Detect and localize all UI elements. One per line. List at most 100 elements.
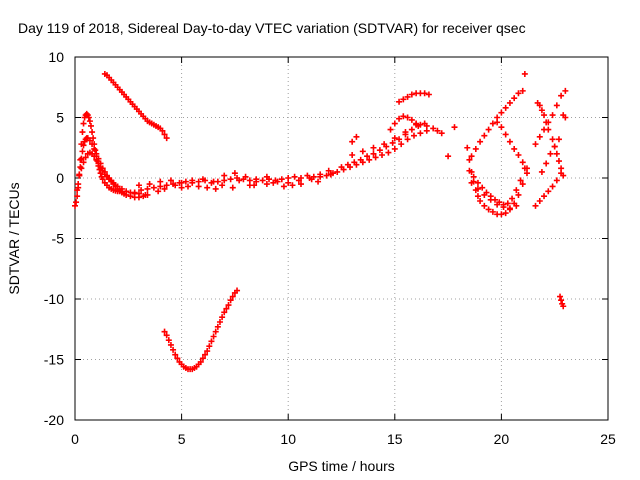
data-point-marker: [344, 161, 351, 168]
data-point-marker: [408, 126, 415, 133]
data-point-marker: [404, 93, 411, 100]
data-point-marker: [285, 179, 292, 186]
data-point-marker: [270, 179, 277, 186]
data-point-marker: [89, 141, 96, 148]
series-group: [468, 87, 526, 160]
data-point-marker: [553, 102, 560, 109]
data-point-marker: [161, 185, 168, 192]
data-point-marker: [357, 156, 364, 163]
data-point-marker: [468, 153, 475, 160]
data-point-marker: [274, 178, 281, 185]
data-point-marker: [541, 112, 548, 119]
data-point-marker: [513, 187, 520, 194]
series-group: [131, 167, 336, 198]
series-group: [557, 293, 567, 310]
data-point-marker: [532, 202, 539, 209]
data-point-marker: [376, 147, 383, 154]
data-point-marker: [404, 114, 411, 121]
data-point-marker: [167, 341, 174, 348]
data-point-marker: [82, 154, 89, 161]
data-point-marker: [327, 171, 334, 178]
data-point-marker: [557, 293, 564, 300]
data-point-marker: [97, 164, 104, 171]
data-point-marker: [489, 120, 496, 127]
data-point-marker: [430, 125, 437, 132]
data-point-marker: [487, 196, 494, 203]
series-group: [494, 119, 530, 172]
y-axis-title: SDTVAR / TECUs: [6, 182, 22, 294]
x-axis-title: GPS time / hours: [288, 458, 395, 474]
data-point-marker: [123, 191, 130, 198]
data-point-marker: [204, 348, 211, 355]
data-point-marker: [536, 102, 543, 109]
data-point-marker: [353, 133, 360, 140]
y-tick-label: -15: [44, 352, 64, 368]
data-point-marker: [142, 191, 149, 198]
data-point-marker: [391, 135, 398, 142]
data-point-marker: [278, 176, 285, 183]
y-tick-label: 5: [56, 110, 64, 126]
grid-lines: [75, 57, 608, 420]
data-point-marker: [481, 132, 488, 139]
data-point-marker: [541, 193, 548, 200]
data-point-marker: [135, 194, 142, 201]
data-point-marker: [417, 130, 424, 137]
data-point-marker: [498, 109, 505, 116]
data-point-marker: [127, 193, 134, 200]
series-group: [349, 113, 458, 160]
data-point-marker: [555, 158, 562, 165]
y-tick-label: 10: [48, 49, 64, 65]
data-point-marker: [536, 197, 543, 204]
data-point-marker: [474, 179, 481, 186]
data-point-marker: [99, 176, 106, 183]
data-point-marker: [325, 167, 332, 174]
series-group: [396, 90, 432, 105]
data-point-marker: [210, 333, 217, 340]
data-point-marker: [425, 91, 432, 98]
series-group: [521, 70, 569, 179]
data-point-marker: [408, 116, 415, 123]
data-point-marker: [229, 293, 236, 300]
data-point-marker: [387, 126, 394, 133]
axis-ticks: [74, 56, 609, 421]
data-point-marker: [517, 177, 524, 184]
data-point-marker: [79, 148, 86, 155]
data-point-marker: [221, 172, 228, 179]
data-point-marker: [370, 144, 377, 151]
data-point-marker: [523, 165, 530, 172]
data-point-marker: [78, 165, 85, 172]
data-point-marker: [370, 150, 377, 157]
data-point-marker: [498, 211, 505, 218]
y-tick-label: -20: [44, 412, 64, 428]
data-point-marker: [90, 135, 97, 142]
data-point-marker: [515, 90, 522, 97]
data-point-marker: [349, 152, 356, 159]
data-point-marker: [538, 107, 545, 114]
data-point-marker: [549, 112, 556, 119]
data-point-marker: [519, 181, 526, 188]
data-point-marker: [506, 99, 513, 106]
x-tick-label: 5: [178, 431, 186, 447]
data-point-marker: [202, 351, 209, 358]
data-point-marker: [474, 193, 481, 200]
data-point-marker: [73, 199, 80, 206]
data-point-marker: [74, 193, 81, 200]
data-point-marker: [470, 173, 477, 180]
data-point-marker: [466, 167, 473, 174]
data-point-marker: [78, 155, 85, 162]
data-point-marker: [485, 126, 492, 133]
data-point-marker: [291, 173, 298, 180]
data-point-marker: [506, 138, 513, 145]
data-point-marker: [89, 129, 96, 136]
data-point-marker: [498, 124, 505, 131]
data-point-marker: [227, 297, 234, 304]
data-point-marker: [93, 156, 100, 163]
data-point-marker: [216, 318, 223, 325]
data-point-marker: [159, 127, 166, 134]
data-point-marker: [161, 328, 168, 335]
data-point-marker: [532, 141, 539, 148]
data-point-marker: [468, 179, 475, 186]
data-point-marker: [502, 131, 509, 138]
